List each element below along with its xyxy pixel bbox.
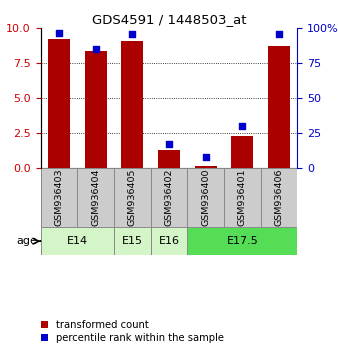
Text: E17.5: E17.5 bbox=[226, 236, 258, 246]
Bar bbox=[151, 228, 187, 255]
Text: age: age bbox=[16, 236, 37, 246]
Text: GSM936403: GSM936403 bbox=[54, 169, 64, 227]
Bar bbox=[158, 150, 180, 168]
Point bbox=[93, 46, 98, 52]
Bar bbox=[187, 228, 297, 255]
Bar bbox=[151, 168, 187, 228]
Bar bbox=[195, 166, 217, 168]
Legend: transformed count, percentile rank within the sample: transformed count, percentile rank withi… bbox=[39, 319, 226, 346]
Bar bbox=[121, 41, 143, 168]
Bar bbox=[41, 168, 77, 228]
Bar bbox=[187, 168, 224, 228]
Point bbox=[203, 154, 209, 159]
Bar bbox=[261, 168, 297, 228]
Bar bbox=[268, 46, 290, 168]
Text: GSM936402: GSM936402 bbox=[165, 169, 173, 226]
Bar bbox=[41, 228, 114, 255]
Bar bbox=[224, 168, 261, 228]
Bar bbox=[77, 168, 114, 228]
Point bbox=[166, 141, 172, 147]
Text: GSM936400: GSM936400 bbox=[201, 169, 210, 226]
Point bbox=[129, 31, 135, 37]
Point bbox=[276, 31, 282, 37]
Bar bbox=[48, 40, 70, 168]
Bar bbox=[114, 228, 151, 255]
Bar bbox=[84, 51, 106, 168]
Title: GDS4591 / 1448503_at: GDS4591 / 1448503_at bbox=[92, 13, 246, 26]
Text: E14: E14 bbox=[67, 236, 88, 246]
Text: E16: E16 bbox=[159, 236, 179, 246]
Text: GSM936401: GSM936401 bbox=[238, 169, 247, 226]
Bar bbox=[114, 168, 151, 228]
Text: GSM936404: GSM936404 bbox=[91, 169, 100, 226]
Text: GSM936406: GSM936406 bbox=[274, 169, 284, 226]
Bar bbox=[232, 136, 254, 168]
Text: GSM936405: GSM936405 bbox=[128, 169, 137, 226]
Point bbox=[240, 123, 245, 129]
Text: E15: E15 bbox=[122, 236, 143, 246]
Point bbox=[56, 30, 62, 35]
